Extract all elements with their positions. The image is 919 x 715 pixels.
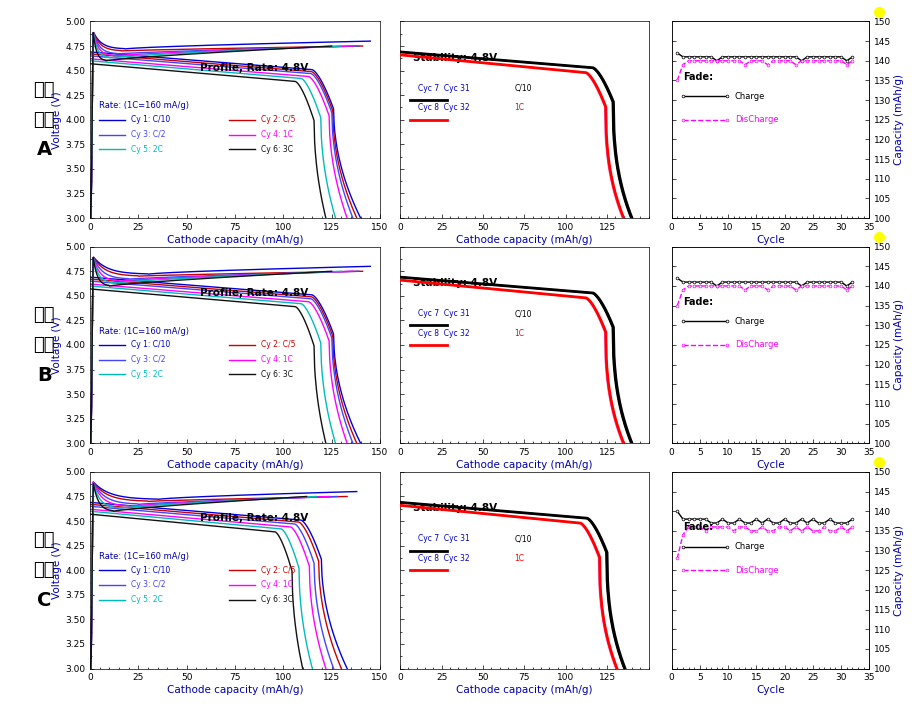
Text: Cy 4: 1C: Cy 4: 1C [261, 355, 292, 364]
Text: Fade:: Fade: [683, 522, 713, 532]
Text: Cy 5: 2C: Cy 5: 2C [130, 370, 163, 379]
Text: Profile, Rate: 4.8V: Profile, Rate: 4.8V [200, 63, 308, 73]
Text: Cyc 7  Cyc 31: Cyc 7 Cyc 31 [417, 309, 469, 318]
Text: DisCharge: DisCharge [734, 566, 777, 575]
X-axis label: Cathode capacity (mAh/g): Cathode capacity (mAh/g) [166, 685, 303, 695]
Text: C: C [37, 591, 51, 610]
Y-axis label: Voltage (V): Voltage (V) [52, 91, 62, 149]
Y-axis label: Capacity (mAh/g): Capacity (mAh/g) [893, 525, 903, 616]
Text: Cyc 7  Cyc 31: Cyc 7 Cyc 31 [417, 84, 469, 93]
Text: Cyc 7  Cyc 31: Cyc 7 Cyc 31 [417, 534, 469, 543]
Text: Rate: (1C=160 mA/g): Rate: (1C=160 mA/g) [98, 102, 188, 111]
Text: Cy 1: C/10: Cy 1: C/10 [130, 115, 170, 124]
Text: Rate: (1C=160 mA/g): Rate: (1C=160 mA/g) [98, 327, 188, 336]
Text: Stability: 4.8V: Stability: 4.8V [413, 53, 496, 63]
Y-axis label: Voltage (V): Voltage (V) [52, 541, 62, 599]
Text: Cy 2: C/5: Cy 2: C/5 [261, 115, 295, 124]
X-axis label: Cathode capacity (mAh/g): Cathode capacity (mAh/g) [456, 685, 592, 695]
Text: Cy 3: C/2: Cy 3: C/2 [130, 581, 165, 589]
Text: Cy 1: C/10: Cy 1: C/10 [130, 566, 170, 575]
Text: Fade:: Fade: [683, 297, 713, 307]
X-axis label: Cycle: Cycle [755, 685, 784, 695]
X-axis label: Cathode capacity (mAh/g): Cathode capacity (mAh/g) [166, 235, 303, 245]
Y-axis label: Voltage (V): Voltage (V) [52, 316, 62, 374]
X-axis label: Cathode capacity (mAh/g): Cathode capacity (mAh/g) [166, 460, 303, 470]
Text: 소성: 소성 [33, 531, 55, 549]
Text: Cy 5: 2C: Cy 5: 2C [130, 595, 163, 604]
Text: 소성: 소성 [33, 81, 55, 99]
Text: 조건: 조건 [33, 561, 55, 579]
Text: 소성: 소성 [33, 306, 55, 324]
Y-axis label: Capacity (mAh/g): Capacity (mAh/g) [893, 74, 903, 165]
Text: C/10: C/10 [514, 84, 531, 93]
Text: Cy 2: C/5: Cy 2: C/5 [261, 566, 295, 575]
Text: Cy 4: 1C: Cy 4: 1C [261, 581, 292, 589]
Text: C/10: C/10 [514, 309, 531, 318]
Y-axis label: Capacity (mAh/g): Capacity (mAh/g) [893, 300, 903, 390]
Text: Rate: (1C=160 mA/g): Rate: (1C=160 mA/g) [98, 552, 188, 561]
Text: Cyc 8  Cyc 32: Cyc 8 Cyc 32 [417, 554, 469, 563]
Text: Cy 6: 3C: Cy 6: 3C [261, 595, 293, 604]
Text: Fade:: Fade: [683, 72, 713, 82]
Text: 1C: 1C [514, 554, 524, 563]
Text: Cyc 8  Cyc 32: Cyc 8 Cyc 32 [417, 104, 469, 112]
Text: Charge: Charge [734, 542, 765, 551]
Text: 1C: 1C [514, 104, 524, 112]
Text: Cyc 8  Cyc 32: Cyc 8 Cyc 32 [417, 329, 469, 337]
X-axis label: Cathode capacity (mAh/g): Cathode capacity (mAh/g) [456, 460, 592, 470]
Text: Cy 3: C/2: Cy 3: C/2 [130, 130, 165, 139]
Text: Cy 4: 1C: Cy 4: 1C [261, 130, 292, 139]
Text: 1C: 1C [514, 329, 524, 337]
Text: B: B [37, 365, 51, 385]
Text: Charge: Charge [734, 92, 765, 101]
Text: Profile, Rate: 4.8V: Profile, Rate: 4.8V [200, 513, 308, 523]
Text: Cy 3: C/2: Cy 3: C/2 [130, 355, 165, 364]
X-axis label: Cycle: Cycle [755, 235, 784, 245]
Text: Cy 6: 3C: Cy 6: 3C [261, 370, 293, 379]
Text: Cy 6: 3C: Cy 6: 3C [261, 144, 293, 154]
Text: Cy 5: 2C: Cy 5: 2C [130, 144, 163, 154]
Text: Charge: Charge [734, 317, 765, 326]
Text: 조건: 조건 [33, 111, 55, 129]
Text: Cy 1: C/10: Cy 1: C/10 [130, 340, 170, 350]
Text: DisCharge: DisCharge [734, 115, 777, 124]
Text: Stability: 4.8V: Stability: 4.8V [413, 503, 496, 513]
Text: Cy 2: C/5: Cy 2: C/5 [261, 340, 295, 350]
Text: Stability: 4.8V: Stability: 4.8V [413, 278, 496, 288]
Text: C/10: C/10 [514, 534, 531, 543]
X-axis label: Cycle: Cycle [755, 460, 784, 470]
Text: 조건: 조건 [33, 336, 55, 354]
Text: A: A [37, 140, 51, 159]
X-axis label: Cathode capacity (mAh/g): Cathode capacity (mAh/g) [456, 235, 592, 245]
Text: Profile, Rate: 4.8V: Profile, Rate: 4.8V [200, 288, 308, 298]
Text: DisCharge: DisCharge [734, 340, 777, 350]
